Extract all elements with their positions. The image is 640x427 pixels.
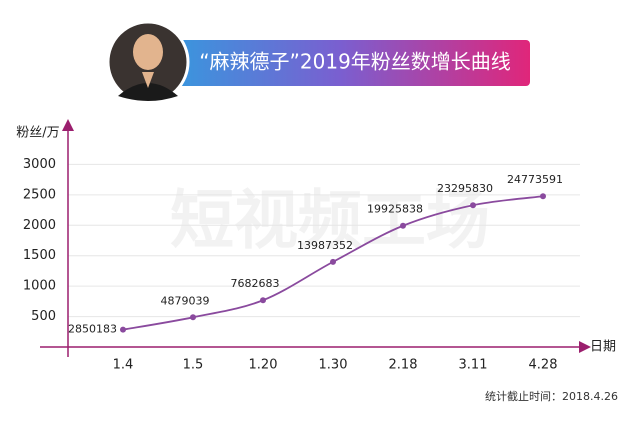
y-tick-label: 2500 [23,187,56,202]
x-tick-label: 1.30 [319,358,348,373]
x-tick-label: 2.18 [389,358,418,373]
y-tick-label: 500 [31,309,56,324]
point [470,202,476,209]
y-tick-label: 2000 [23,218,56,233]
footnote: 统计截止时间：2018.4.26 [485,389,618,403]
title-banner [150,40,530,86]
x-axis-label: 日期 [590,340,616,355]
point [190,314,196,321]
data-label: 7682683 [231,277,280,290]
y-tick-label: 1500 [23,248,56,263]
watermark: 短视频工场 [170,185,490,259]
data-label: 19925838 [367,203,423,216]
data-label: 13987352 [297,239,353,252]
data-label: 24773591 [507,173,563,186]
point [540,193,546,200]
point [400,222,406,229]
y-tick-label: 1000 [23,279,56,294]
y-axis-label: 粉丝/万 [16,126,59,141]
x-tick-label: 4.28 [529,358,558,373]
data-label: 23295830 [437,182,493,195]
y-tick-label: 3000 [23,157,56,172]
point [330,258,336,265]
point [120,326,126,333]
point [260,297,266,304]
x-tick-label: 1.5 [183,358,204,373]
data-label: 4879039 [161,294,210,307]
x-tick-label: 3.11 [459,358,488,373]
avatar [106,20,190,104]
chart-title: “麻辣德子”2019年粉丝数增长曲线 [199,50,511,74]
data-label: 2850183 [68,323,117,336]
x-tick-label: 1.4 [113,358,134,373]
x-tick-label: 1.20 [249,358,278,373]
